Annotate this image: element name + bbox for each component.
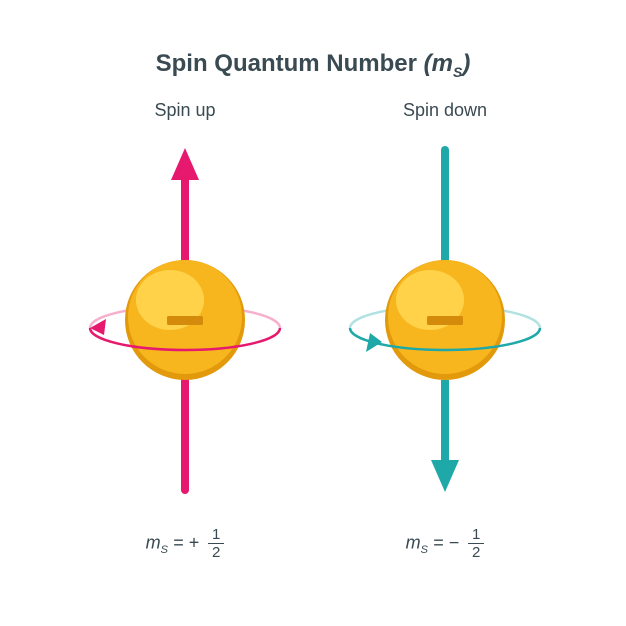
fraction: 12 [208, 527, 224, 560]
panel-spin-up: Spin up mS = + 12 [60, 100, 310, 560]
label-spin-up: Spin up [60, 100, 310, 121]
title-symbol: (mS) [424, 50, 471, 77]
diagram-spin-down [320, 130, 570, 510]
electron-sphere [385, 260, 505, 380]
diagram-title: Spin Quantum Number (mS) [0, 50, 626, 80]
minus-icon [427, 316, 463, 325]
diagram-spin-up [60, 130, 310, 510]
arrow-head-up-icon [171, 148, 199, 180]
fraction: 12 [468, 527, 484, 560]
orbit-arrowhead-icon [366, 333, 382, 352]
panel-spin-down: Spin down mS = − 12 [320, 100, 570, 560]
minus-icon [167, 316, 203, 325]
value-spin-up: mS = + 12 [60, 527, 310, 560]
title-main: Spin Quantum Number [156, 50, 417, 77]
arrow-head-down-icon [431, 460, 459, 492]
value-spin-down: mS = − 12 [320, 527, 570, 560]
electron-sphere [125, 260, 245, 380]
label-spin-down: Spin down [320, 100, 570, 121]
